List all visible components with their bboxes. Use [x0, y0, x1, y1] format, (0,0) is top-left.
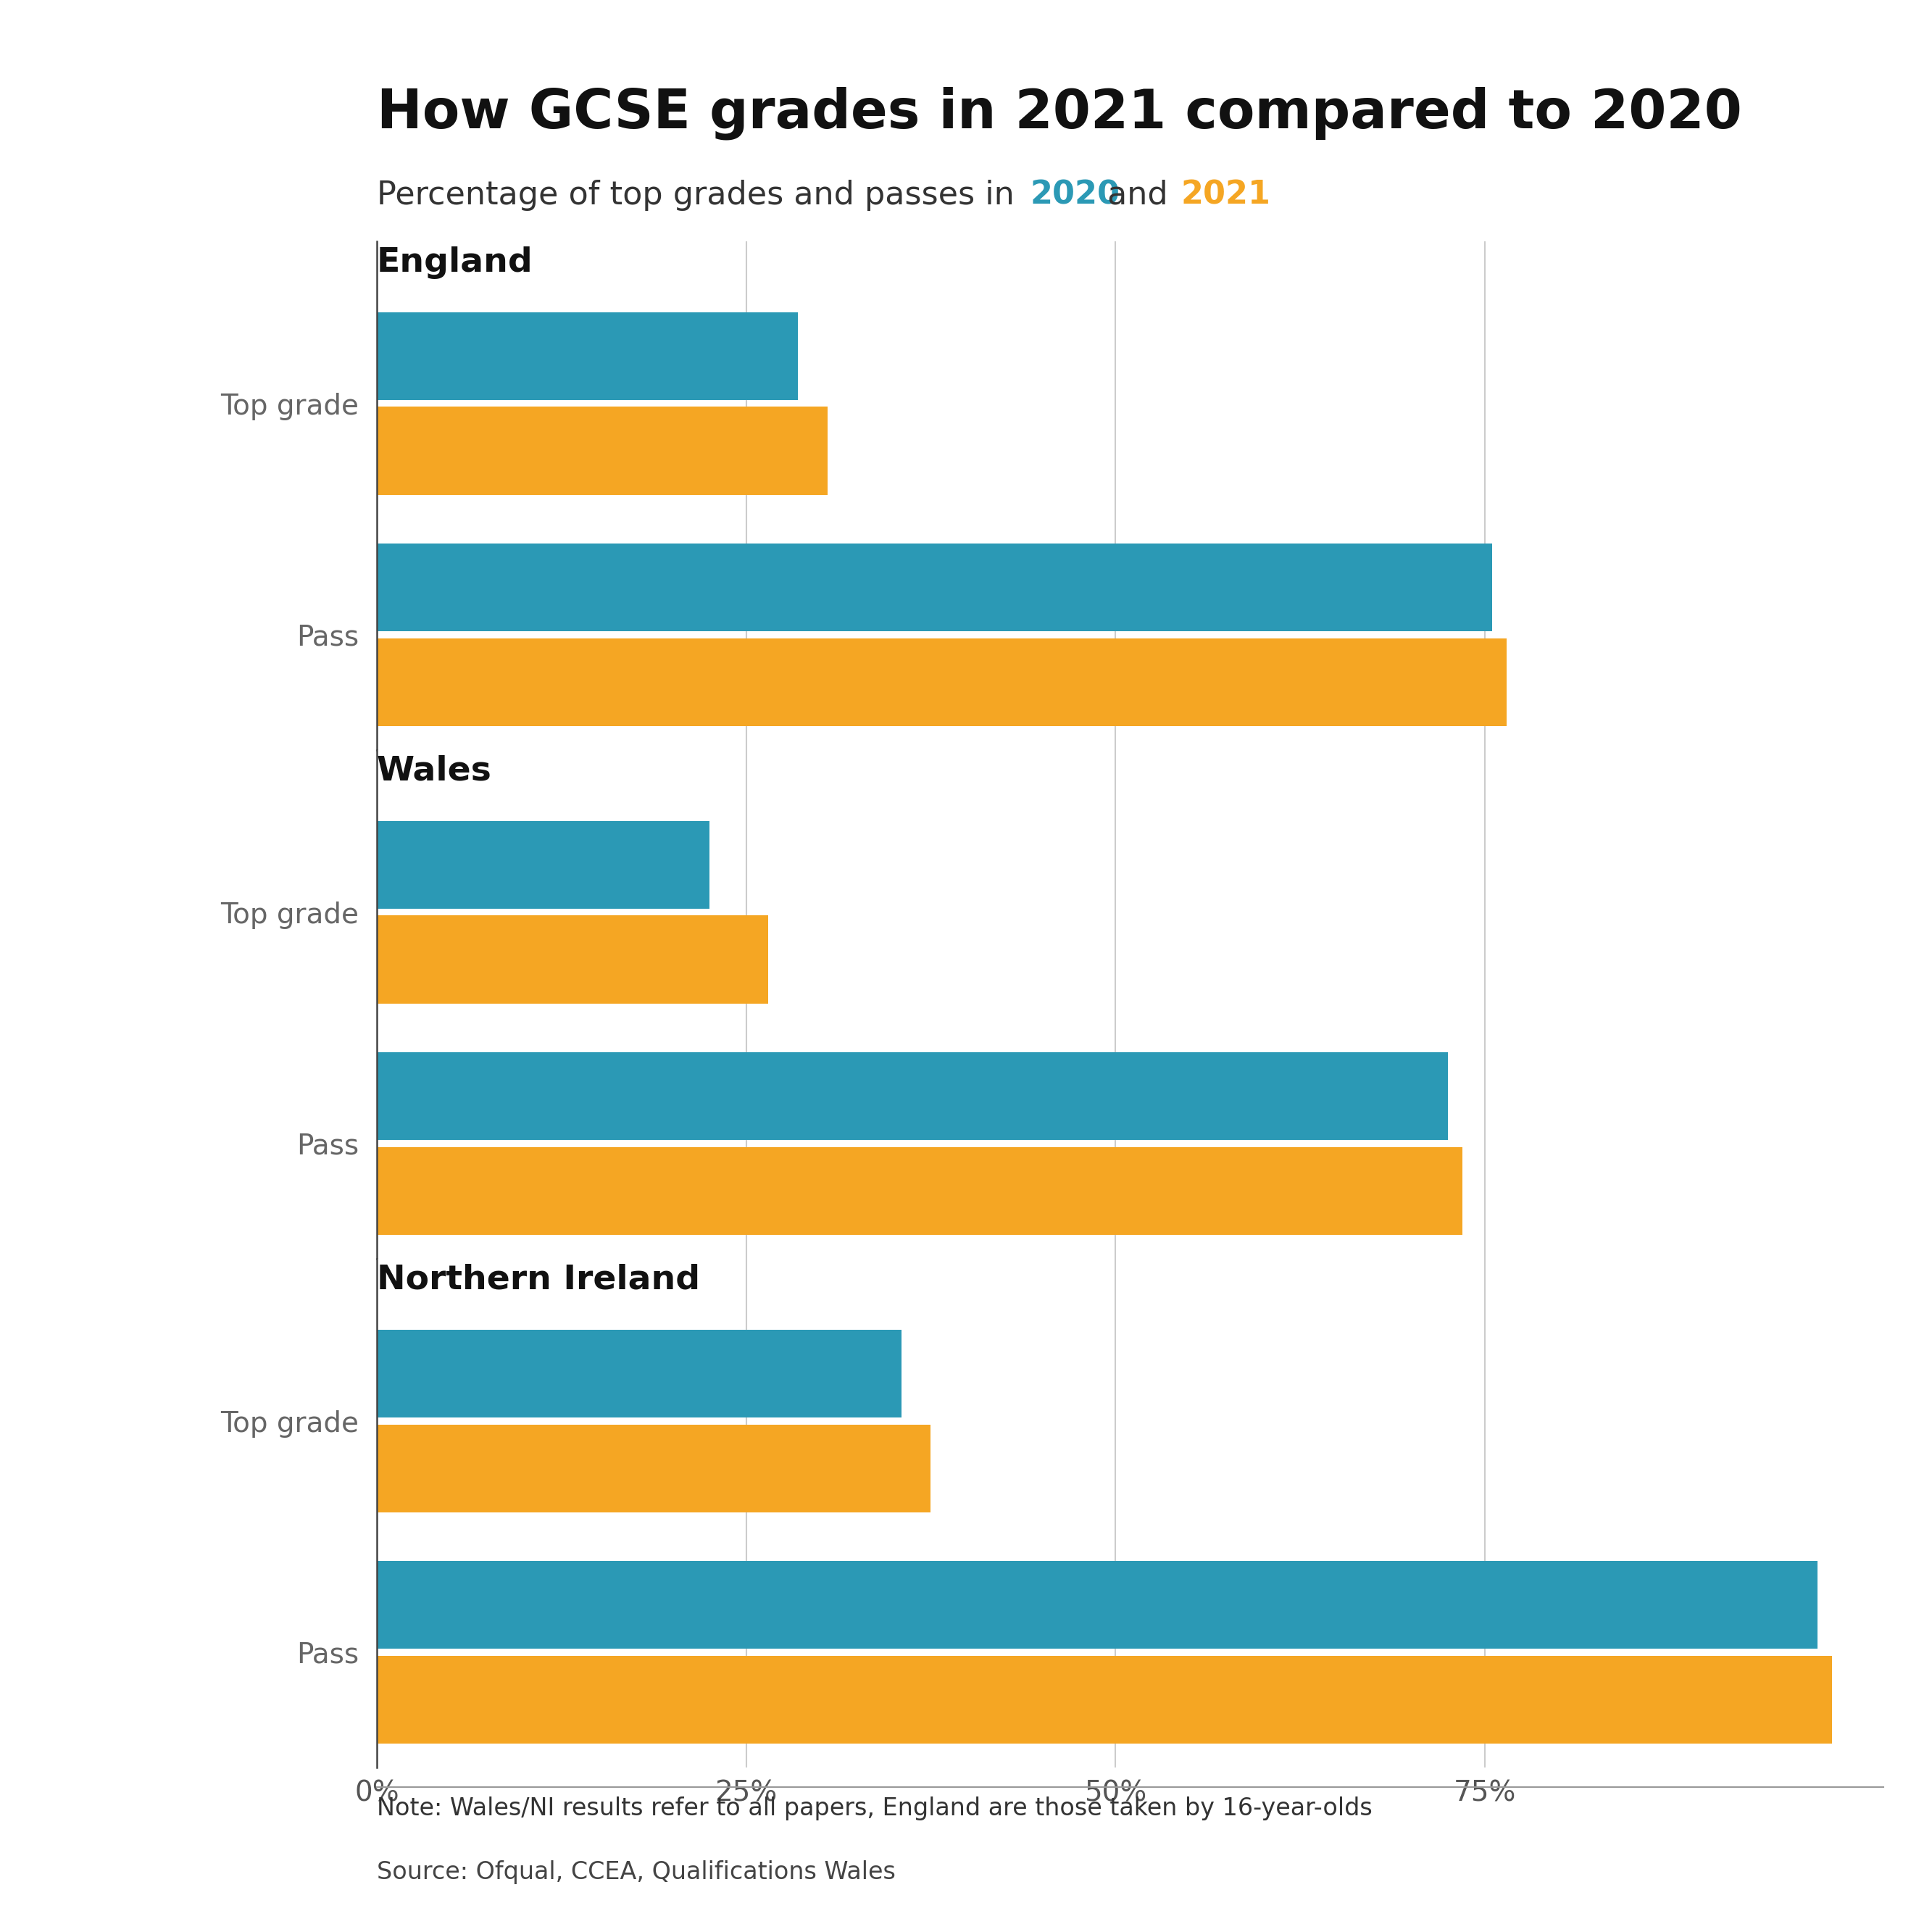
Bar [377, 543, 1492, 632]
Text: Northern Ireland: Northern Ireland [377, 1264, 699, 1296]
Text: England: England [377, 245, 533, 278]
Bar [377, 1053, 1447, 1140]
Text: Note: Wales/NI results refer to all papers, England are those taken by 16-year-o: Note: Wales/NI results refer to all pape… [377, 1797, 1372, 1820]
Text: 2020: 2020 [1030, 180, 1121, 211]
Bar [377, 638, 1507, 726]
Bar [377, 313, 798, 400]
Bar [377, 1148, 1463, 1235]
Bar [377, 1424, 931, 1513]
Bar [377, 821, 709, 908]
Bar [377, 916, 769, 1003]
Text: How GCSE grades in 2021 compared to 2020: How GCSE grades in 2021 compared to 2020 [377, 87, 1743, 141]
Bar [377, 1656, 1832, 1743]
Text: Wales: Wales [377, 755, 493, 788]
Text: Source: Ofqual, CCEA, Qualifications Wales: Source: Ofqual, CCEA, Qualifications Wal… [377, 1861, 896, 1884]
Text: and: and [1097, 180, 1179, 211]
Text: 2021: 2021 [1180, 180, 1271, 211]
Bar [377, 1329, 900, 1418]
Text: BBC: BBC [1770, 1832, 1828, 1855]
Bar [377, 1561, 1818, 1648]
Bar [377, 408, 827, 495]
Text: Percentage of top grades and passes in: Percentage of top grades and passes in [377, 180, 1024, 211]
